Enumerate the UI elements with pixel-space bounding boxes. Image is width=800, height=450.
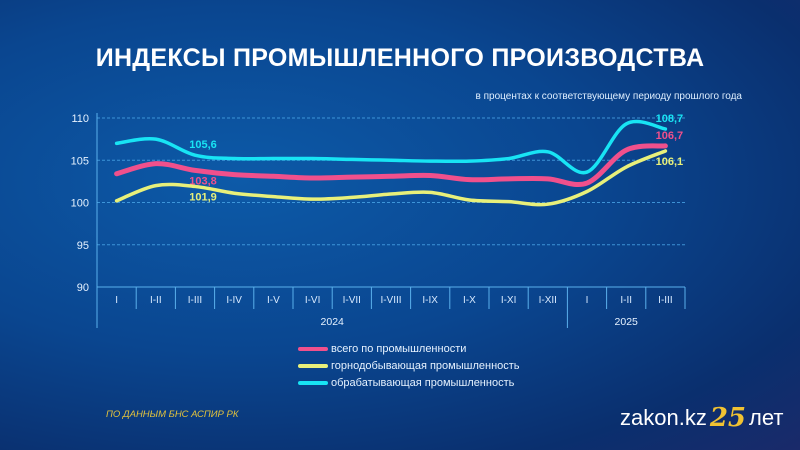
data-source: ПО ДАННЫМ БНС АСПИР РК (106, 409, 239, 420)
legend: всего по промышленности горнодобывающая … (298, 340, 520, 391)
y-tick-label: 105 (71, 155, 89, 167)
x-tick-label: I-VI (305, 295, 321, 306)
legend-label: горнодобывающая промышленность (331, 359, 520, 372)
x-tick-label: I-II (150, 295, 162, 306)
data-label: 103,8 (189, 175, 217, 187)
x-tick-label: I-V (267, 295, 280, 306)
chart-subtitle: в процентах к соответствующему периоду п… (475, 91, 742, 102)
data-label: 101,9 (189, 191, 217, 203)
logo: zakon.kz 25 лет (620, 403, 783, 433)
x-tick-label: I-XI (501, 295, 517, 306)
x-tick-label: I-III (658, 295, 672, 306)
x-tick-label: I-IX (422, 295, 438, 306)
x-tick-label: I-III (188, 295, 202, 306)
logo-suffix: лет (749, 405, 784, 430)
chart-title: ИНДЕКСЫ ПРОМЫШЛЕННОГО ПРОИЗВОДСТВА (95, 44, 705, 72)
data-label: 108,7 (656, 113, 684, 125)
data-label: 106,1 (656, 156, 684, 168)
x-tick-label: I-X (463, 295, 476, 306)
x-tick-label: I (115, 295, 118, 306)
x-tick-label: I-II (620, 295, 632, 306)
year-label: 2025 (615, 316, 639, 328)
data-label: 106,7 (656, 130, 684, 142)
data-label: 105,6 (189, 139, 217, 151)
legend-item-mining: горнодобывающая промышленность (298, 357, 520, 374)
y-tick-label: 110 (71, 113, 89, 125)
y-tick-label: 100 (71, 198, 89, 210)
x-tick-label: I (586, 295, 589, 306)
legend-swatch (298, 380, 328, 385)
year-label: 2024 (321, 316, 345, 328)
legend-label: всего по промышленности (331, 342, 467, 355)
x-tick-label: I-XII (539, 295, 557, 306)
legend-item-total: всего по промышленности (298, 340, 520, 357)
logo-text: zakon.kz (620, 405, 707, 430)
y-tick-label: 90 (77, 282, 89, 294)
legend-swatch (298, 363, 328, 368)
x-tick-label: I-VIII (380, 295, 401, 306)
legend-label: обрабатывающая промышленность (331, 376, 515, 389)
x-tick-label: I-VII (343, 295, 361, 306)
legend-item-manufacturing: обрабатывающая промышленность (298, 374, 520, 391)
logo-number: 25 (709, 403, 747, 433)
x-tick-label: I-IV (226, 295, 242, 306)
y-tick-label: 95 (77, 240, 89, 252)
legend-swatch (298, 346, 328, 351)
